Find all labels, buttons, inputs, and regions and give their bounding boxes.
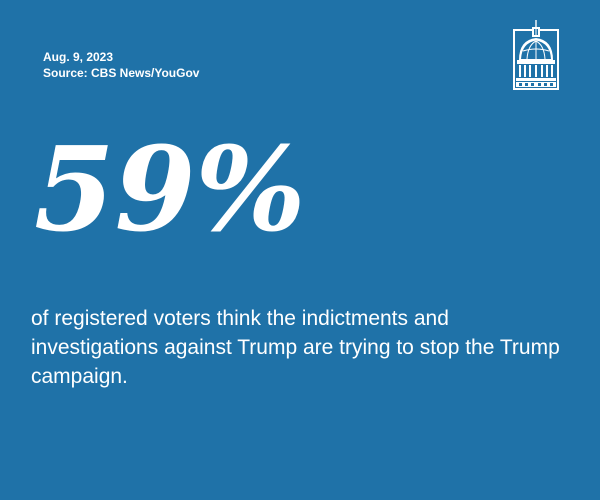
capitol-dome-icon bbox=[511, 20, 561, 92]
statement-text: of registered voters think the indictmen… bbox=[31, 307, 560, 388]
source-label: Source: CBS News/YouGov bbox=[43, 66, 200, 80]
date-label: Aug. 9, 2023 bbox=[43, 50, 114, 64]
meta-info: Aug. 9, 2023 Source: CBS News/YouGov bbox=[43, 49, 199, 81]
headline-percentage: 59% bbox=[34, 122, 306, 258]
